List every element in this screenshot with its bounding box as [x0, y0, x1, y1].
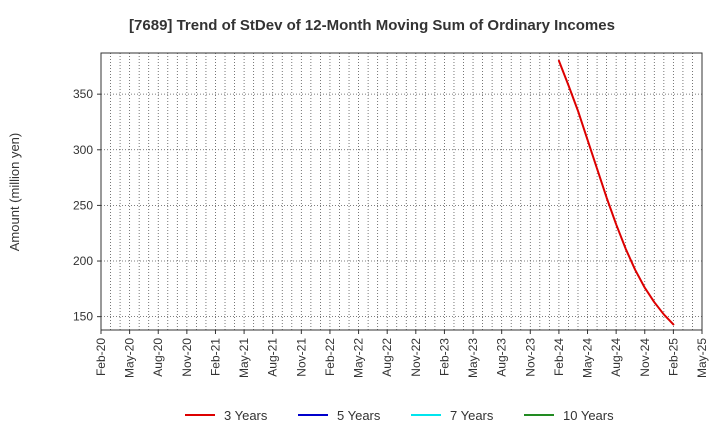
x-axis: Feb-20 May-20 Aug-20 Nov-20 Feb-21 May-21 Aug-… [94, 330, 709, 378]
x-tick-label: Aug-20 [151, 338, 165, 377]
x-tick-label: Nov-22 [409, 338, 423, 377]
legend-label: 7 Years [450, 408, 494, 423]
x-tick-label: Feb-22 [323, 338, 337, 376]
x-tick-label: May-21 [237, 338, 251, 378]
series-lines [557, 59, 675, 326]
legend-label: 3 Years [224, 408, 268, 423]
legend-item: 3 Years [185, 408, 268, 423]
x-tick-label: Aug-21 [266, 338, 280, 377]
legend-label: 10 Years [563, 408, 614, 423]
x-tick-label: May-24 [581, 338, 595, 378]
legend-item: 5 Years [298, 408, 381, 423]
x-tick-label: May-25 [695, 338, 709, 378]
y-tick-label: 200 [73, 254, 93, 268]
x-tick-label: May-20 [123, 338, 137, 378]
plot-area [100, 52, 703, 331]
y-tick-label: 350 [73, 87, 93, 101]
x-tick-label: Nov-24 [638, 338, 652, 377]
chart-title: [7689] Trend of StDev of 12-Month Moving… [129, 17, 615, 34]
y-axis-label: Amount (million yen) [7, 133, 22, 252]
legend-item: 7 Years [411, 408, 494, 423]
x-tick-label: Feb-25 [666, 338, 680, 376]
y-tick-label: 300 [73, 143, 93, 157]
x-tick-label: May-22 [352, 338, 366, 378]
legend-item: 10 Years [524, 408, 614, 423]
x-tick-label: Aug-24 [609, 338, 623, 377]
grid-lines [100, 53, 703, 330]
series-line [557, 59, 675, 326]
x-tick-label: Aug-23 [495, 338, 509, 377]
x-tick-label: Feb-21 [208, 338, 222, 376]
x-tick-label: Feb-20 [94, 338, 108, 376]
x-tick-label: Aug-22 [380, 338, 394, 377]
y-axis: 150 200 250 300 350 [73, 87, 101, 324]
x-tick-label: Feb-23 [437, 338, 451, 376]
x-tick-label: Feb-24 [552, 338, 566, 376]
x-tick-label: Nov-21 [294, 338, 308, 377]
y-tick-label: 150 [73, 310, 93, 324]
x-tick-label: May-23 [466, 338, 480, 378]
legend-label: 5 Years [337, 408, 381, 423]
y-tick-label: 250 [73, 198, 93, 212]
x-tick-label: Nov-23 [523, 338, 537, 377]
legend: 3 Years 5 Years 7 Years 10 Years [185, 408, 614, 423]
x-tick-label: Nov-20 [180, 338, 194, 377]
